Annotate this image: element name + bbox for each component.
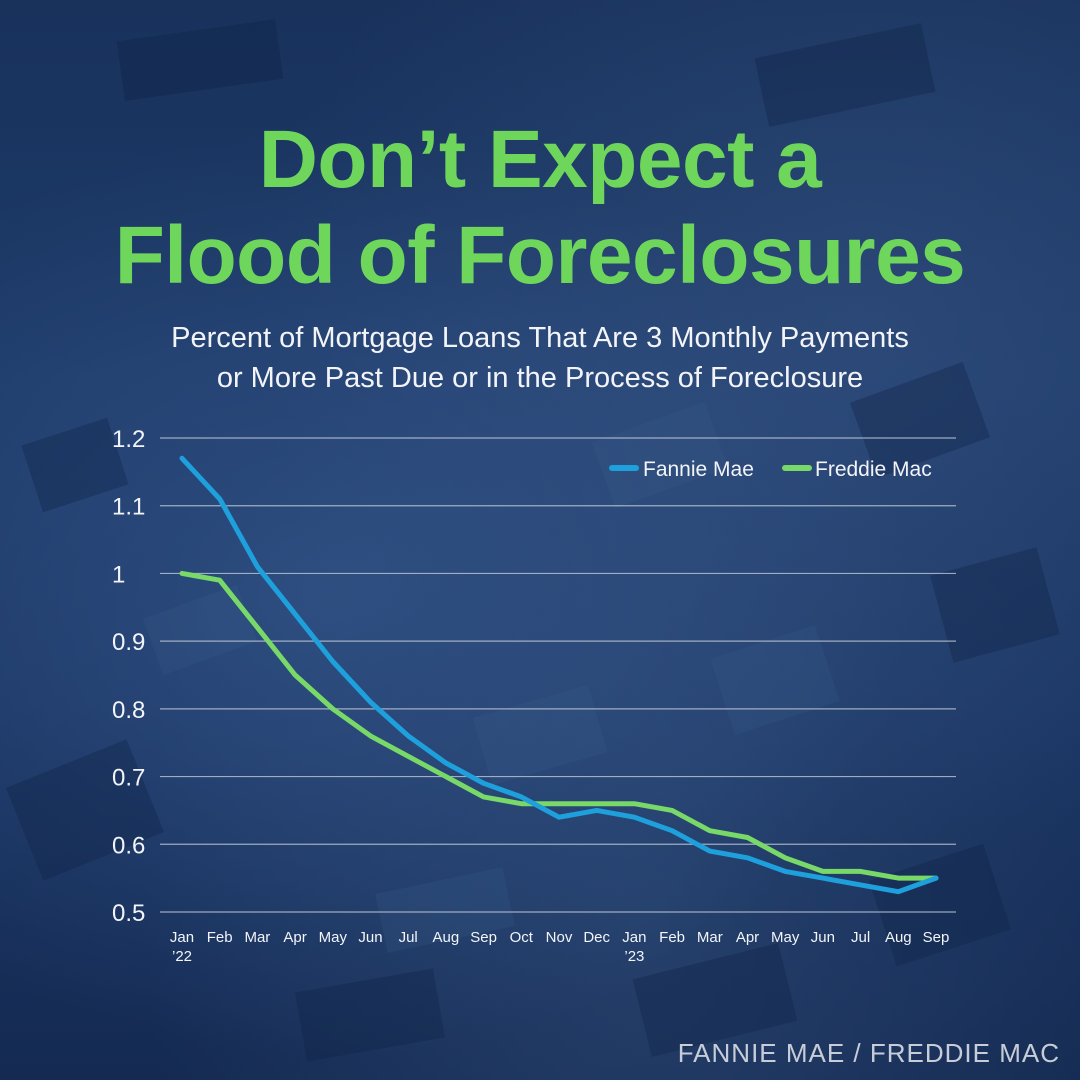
x-tick-label: May	[319, 929, 348, 946]
x-tick-label: Aug	[885, 929, 912, 946]
y-tick-label: 0.7	[112, 765, 145, 792]
y-tick-label: 0.5	[112, 900, 145, 927]
x-tick-label: Apr	[283, 929, 306, 946]
x-tick-year-label: ’22	[172, 948, 192, 965]
x-tick-label: Sep	[923, 929, 950, 946]
x-tick-label: Jan	[622, 929, 646, 946]
series-line-freddie-mac	[179, 570, 939, 881]
legend-label-freddie-mac: Freddie Mac	[815, 458, 932, 481]
x-tick-label: Apr	[736, 929, 759, 946]
x-tick-label: Nov	[546, 929, 573, 946]
x-tick-label: Sep	[470, 929, 497, 946]
y-tick-label: 1.2	[112, 426, 145, 453]
chart-subtitle: Percent of Mortgage Loans That Are 3 Mon…	[0, 318, 1080, 398]
y-tick-label: 1	[112, 561, 125, 588]
x-tick-label: Jun	[811, 929, 835, 946]
x-tick-label: May	[771, 929, 800, 946]
x-tick-label: Feb	[659, 929, 685, 946]
x-tick-label: Jul	[399, 929, 418, 946]
subtitle-line-1: Percent of Mortgage Loans That Are 3 Mon…	[171, 322, 909, 354]
title-line-1: Don’t Expect a	[258, 114, 822, 205]
source-credit: FANNIE MAE / FREDDIE MAC	[677, 1038, 1060, 1068]
x-tick-label: Jul	[851, 929, 870, 946]
x-tick-label: Oct	[510, 929, 534, 946]
x-tick-label: Feb	[207, 929, 233, 946]
y-tick-label: 0.6	[112, 832, 145, 859]
title-line-2: Flood of Foreclosures	[114, 210, 966, 301]
x-tick-label: Aug	[433, 929, 460, 946]
series-line-fannie-mae	[179, 455, 939, 895]
y-tick-label: 0.9	[112, 629, 145, 656]
x-tick-label: Dec	[583, 929, 610, 946]
legend-label-fannie-mae: Fannie Mae	[643, 458, 754, 481]
x-tick-year-label: ’23	[624, 948, 644, 965]
line-chart: 1.2 1.1 1 0.9 0.8 0.7 0.6 0.5 Jan ’22 Feb Mar Apr May…	[112, 426, 956, 965]
y-tick-label: 0.8	[112, 697, 145, 724]
x-tick-label: Mar	[244, 929, 270, 946]
x-tick-label: Jan	[170, 929, 194, 946]
chart-title: Don’t Expect a Flood of Foreclosures	[0, 112, 1080, 304]
x-tick-label: Mar	[697, 929, 723, 946]
x-tick-label: Jun	[358, 929, 382, 946]
y-tick-label: 1.1	[112, 494, 145, 521]
subtitle-line-2: or More Past Due or in the Process of Fo…	[216, 362, 864, 394]
